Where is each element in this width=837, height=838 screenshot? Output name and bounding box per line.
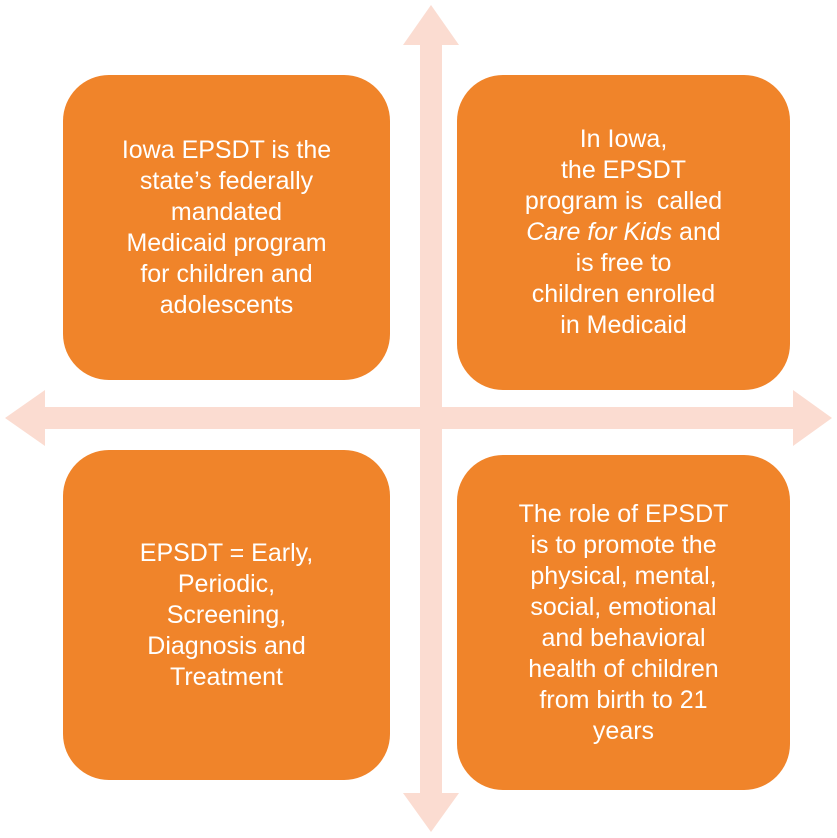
box-text-line: children enrolled (531, 280, 716, 308)
italic-text: Care for Kids (526, 218, 673, 246)
box-text-line: Treatment (169, 662, 283, 691)
box: Iowa EPSDT is the state’s federally mandat… (63, 75, 390, 380)
text: and (672, 218, 721, 246)
box-text-line: physical, mental, (530, 561, 717, 590)
box-text-line: The role of EPSDT (518, 499, 729, 528)
box-text-line: program is called (524, 187, 723, 215)
box-text-line: adolescents (159, 290, 294, 319)
box-text-line: mandated (170, 197, 283, 226)
box-text-line: is to promote the (530, 530, 717, 559)
box-text-line: Periodic, (177, 569, 276, 598)
box-text-line: state’s federally (139, 166, 314, 195)
box-text-line: social, emotional (530, 592, 717, 621)
box-text-line: EPSDT = Early, (139, 538, 314, 567)
box: EPSDT = Early, Periodic, Screening, Diagnos… (63, 450, 390, 780)
box: The role of EPSDT is to promote the physic… (457, 455, 790, 790)
box-text-line: In Iowa, (579, 125, 668, 153)
box-text-line: for children and (140, 259, 313, 288)
box-text-line: in Medicaid (560, 311, 687, 339)
box: In Iowa, the EPSDT program is called Care f… (457, 75, 790, 390)
box-text-line: health of children (528, 654, 719, 683)
box-text-line: Care for Kids and (526, 217, 721, 248)
box-text-line: Medicaid program (126, 228, 327, 257)
box-text-line: Iowa EPSDT is the (121, 135, 332, 164)
box-text-line: from birth to 21 (539, 685, 708, 714)
box-text-line: years (592, 716, 655, 745)
horizontal-arrow (5, 390, 832, 446)
box-text-line: Diagnosis and (147, 631, 306, 660)
box-text-line: the EPSDT (560, 156, 687, 184)
box-text-line: Screening, (166, 600, 287, 629)
box-text-line: and behavioral (541, 623, 706, 652)
box-text-line: is free to (575, 249, 672, 277)
